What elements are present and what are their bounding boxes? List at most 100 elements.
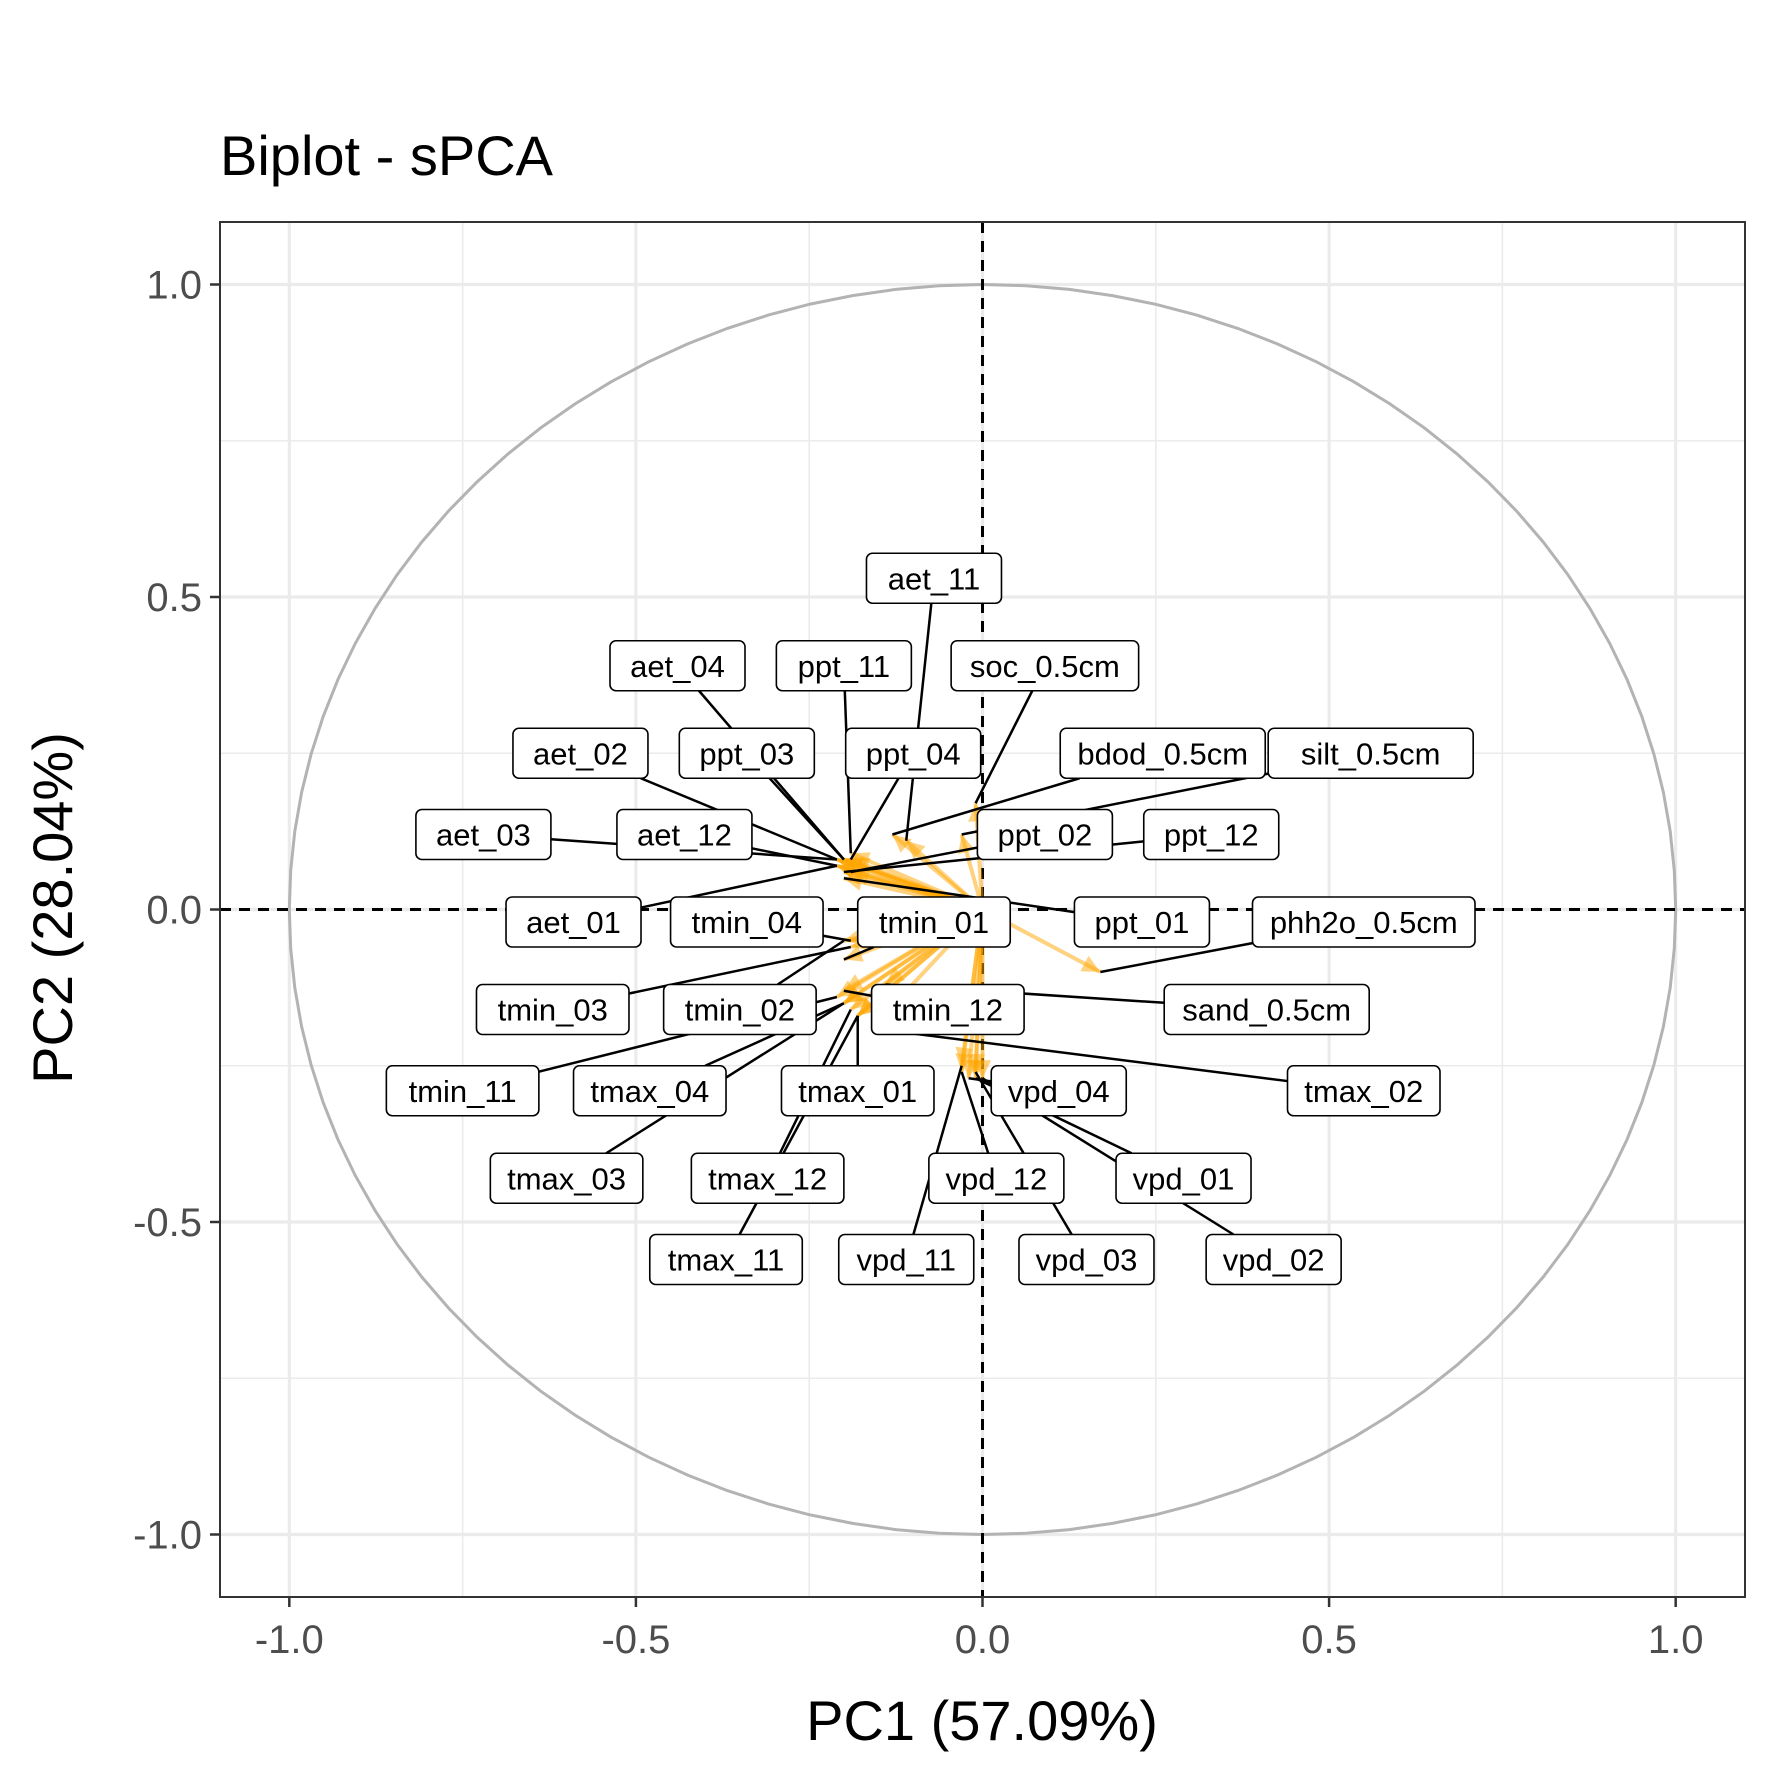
label-box xyxy=(1115,1152,1252,1205)
label-text: vpd_12 xyxy=(946,1161,1048,1196)
label-box xyxy=(669,896,824,948)
label-ppt_01: ppt_01 xyxy=(1073,896,1211,948)
label-box xyxy=(1251,896,1476,948)
segment-ppt_01 xyxy=(843,877,1075,914)
label-box xyxy=(572,1064,727,1117)
label-vpd_04: vpd_04 xyxy=(990,1064,1128,1117)
arrowhead-phh2o_0.5cm xyxy=(1080,955,1101,972)
label-box xyxy=(1163,983,1371,1036)
label-vpd_12: vpd_12 xyxy=(928,1152,1065,1205)
label-box xyxy=(505,896,642,948)
label-box xyxy=(648,1233,804,1286)
label-text: tmax_03 xyxy=(507,1161,626,1196)
label-text: ppt_02 xyxy=(997,818,1092,853)
unit-circle xyxy=(287,282,1678,1537)
label-box xyxy=(990,1064,1128,1117)
label-box xyxy=(609,639,746,692)
label-box xyxy=(385,1064,540,1117)
x-tick-label: -0.5 xyxy=(601,1618,670,1662)
label-text: aet_01 xyxy=(526,905,621,940)
label-ppt_02: ppt_02 xyxy=(976,808,1114,861)
label-box xyxy=(976,808,1114,861)
label-vpd_11: vpd_11 xyxy=(837,1233,975,1286)
segment-ppt_03 xyxy=(768,777,845,861)
label-box xyxy=(1059,727,1267,780)
label-box xyxy=(950,639,1140,692)
label-aet_01: aet_01 xyxy=(505,896,642,948)
label-box xyxy=(837,1233,975,1286)
label-tmax_04: tmax_04 xyxy=(572,1064,727,1117)
label-text: tmax_04 xyxy=(590,1074,709,1109)
label-tmin_12: tmin_12 xyxy=(870,983,1025,1036)
x-tick-label: 1.0 xyxy=(1648,1618,1704,1662)
label-text: ppt_01 xyxy=(1095,905,1190,940)
segment-phh2o_0.5cm xyxy=(1100,941,1253,974)
label-text: silt_0.5cm xyxy=(1301,736,1441,771)
label-box xyxy=(928,1152,1065,1205)
label-aet_11: aet_11 xyxy=(865,552,1003,605)
label-box xyxy=(870,983,1025,1036)
label-text: aet_04 xyxy=(630,649,725,684)
label-box xyxy=(780,1064,935,1117)
label-text: tmax_11 xyxy=(668,1243,785,1278)
label-box xyxy=(844,727,982,780)
label-silt_0.5cm: silt_0.5cm xyxy=(1267,727,1474,780)
label-box xyxy=(690,1152,845,1205)
label-text: tmin_01 xyxy=(879,905,989,940)
chart-title: Biplot - sPCA xyxy=(220,124,554,187)
label-box xyxy=(775,639,913,692)
label-tmin_11: tmin_11 xyxy=(385,1064,540,1117)
label-text: sand_0.5cm xyxy=(1182,993,1351,1028)
segment-tmax_02 xyxy=(871,1027,1288,1083)
label-aet_12: aet_12 xyxy=(616,808,753,861)
label-tmin_04: tmin_04 xyxy=(669,896,824,948)
label-tmax_12: tmax_12 xyxy=(690,1152,845,1205)
label-text: tmin_02 xyxy=(685,993,795,1028)
y-tick-label: 0.0 xyxy=(146,889,202,933)
label-box xyxy=(1142,808,1280,861)
label-box xyxy=(415,808,552,861)
y-tick-label: 0.5 xyxy=(146,576,202,620)
label-text: vpd_01 xyxy=(1133,1161,1235,1196)
y-tick-label: -1.0 xyxy=(133,1514,202,1558)
label-text: bdod_0.5cm xyxy=(1077,736,1248,771)
label-text: aet_12 xyxy=(637,818,732,853)
segment-tmin_01 xyxy=(843,945,875,961)
label-tmax_11: tmax_11 xyxy=(648,1233,804,1286)
label-text: vpd_04 xyxy=(1008,1074,1110,1109)
axis-ticks: -1.0 -0.5 0.0 0.5 1.0 -1.0 -0.5 0.0 0.5 1.0 xyxy=(133,264,1703,1663)
label-box xyxy=(616,808,753,861)
label-text: vpd_11 xyxy=(857,1243,956,1278)
label-text: tmin_11 xyxy=(409,1074,517,1109)
label-text: vpd_02 xyxy=(1223,1243,1325,1278)
label-text: tmax_01 xyxy=(798,1074,917,1109)
label-text: tmax_12 xyxy=(708,1161,827,1196)
label-tmax_02: tmax_02 xyxy=(1286,1064,1441,1117)
label-box xyxy=(1018,1233,1155,1286)
label-tmin_01: tmin_01 xyxy=(856,896,1012,948)
label-ppt_04: ppt_04 xyxy=(844,727,982,780)
segment-tmin_02 xyxy=(777,939,845,986)
label-ppt_03: ppt_03 xyxy=(678,727,816,780)
label-ppt_12: ppt_12 xyxy=(1142,808,1280,861)
label-box xyxy=(1205,1233,1342,1286)
label-text: ppt_11 xyxy=(798,649,891,684)
label-box xyxy=(856,896,1012,948)
y-tick-label: -0.5 xyxy=(133,1201,202,1245)
segment-aet_11 xyxy=(905,603,933,841)
label-vpd_01: vpd_01 xyxy=(1115,1152,1252,1205)
label-box xyxy=(1073,896,1211,948)
segment-aet_12 xyxy=(751,847,838,867)
label-box xyxy=(865,552,1003,605)
label-phh2o_0.5cm: phh2o_0.5cm xyxy=(1251,896,1476,948)
arrowhead-aet_11 xyxy=(906,840,926,860)
label-text: vpd_03 xyxy=(1036,1243,1138,1278)
label-text: aet_03 xyxy=(436,818,531,853)
label-aet_04: aet_04 xyxy=(609,639,746,692)
label-text: aet_02 xyxy=(533,736,628,771)
arrowhead-vpd_11 xyxy=(955,1046,973,1066)
segment-vpd_11 xyxy=(912,1065,963,1235)
label-tmin_03: tmin_03 xyxy=(475,983,630,1036)
